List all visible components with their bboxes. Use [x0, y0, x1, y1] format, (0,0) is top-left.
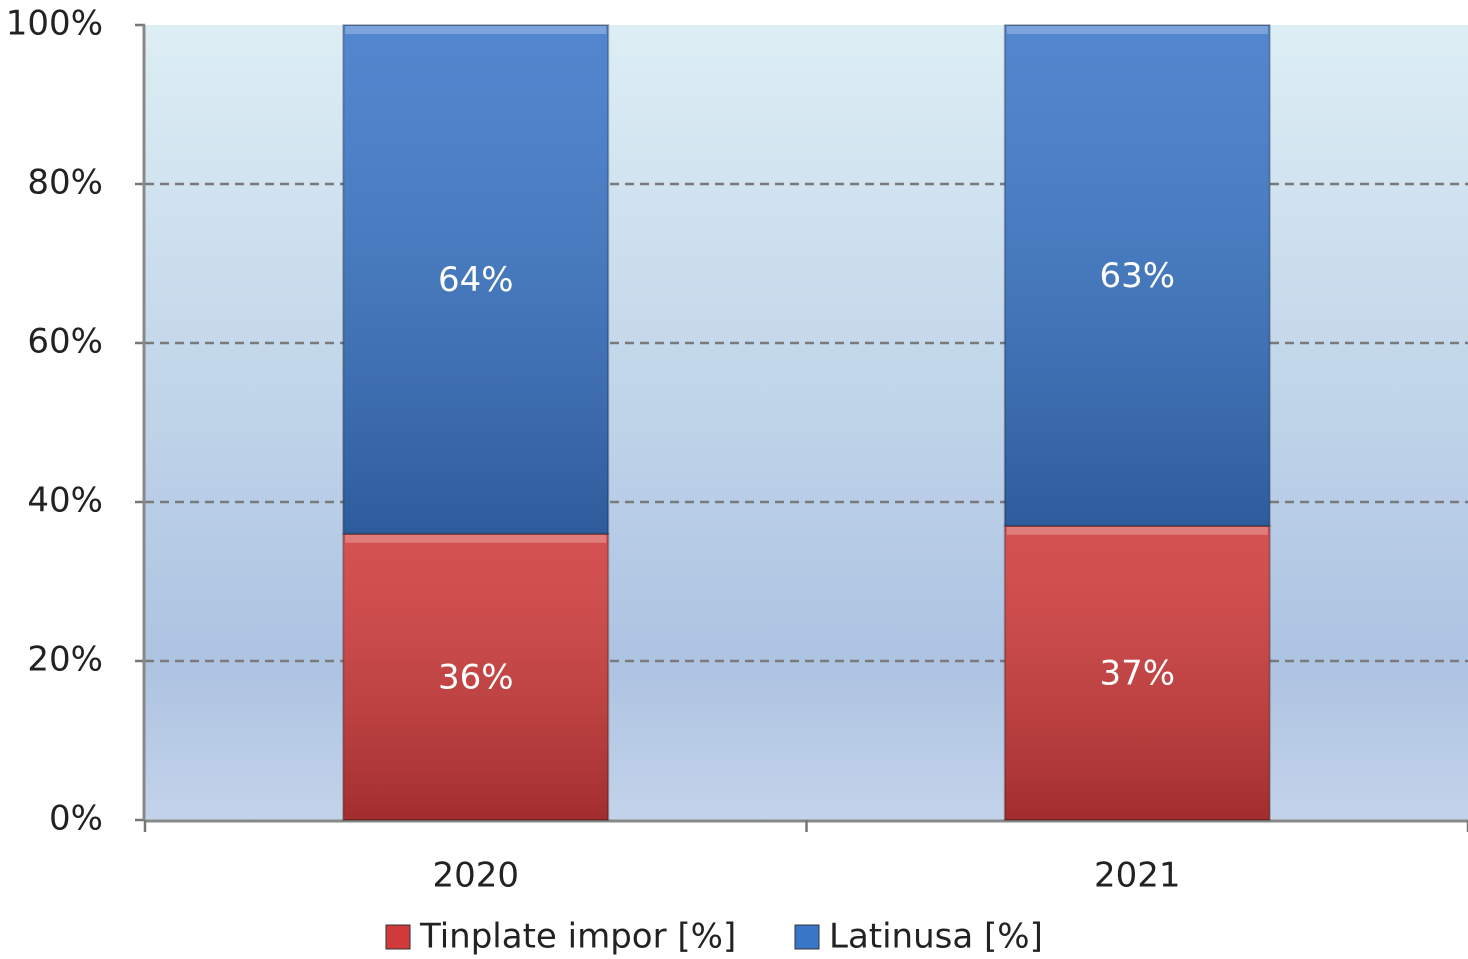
data-label: 36% — [438, 657, 514, 697]
data-label: 64% — [438, 260, 514, 300]
y-tick-label: 60% — [27, 322, 103, 362]
bar-shade — [342, 24, 610, 535]
bar-highlight — [1006, 526, 1268, 535]
legend-label: Tinplate impor [%] — [419, 917, 736, 957]
legend-swatch — [794, 924, 820, 950]
legend-label: Latinusa [%] — [829, 917, 1043, 957]
bar-shade — [342, 532, 610, 821]
bar-shade — [1003, 24, 1271, 527]
bar-highlight — [345, 534, 607, 543]
legend-swatch — [385, 924, 411, 950]
y-tick-label: 100% — [6, 4, 103, 44]
bar-highlight — [345, 26, 607, 34]
x-tick-label: 2020 — [432, 856, 519, 896]
data-label: 37% — [1099, 653, 1175, 693]
x-tick-label: 2021 — [1094, 856, 1181, 896]
bar-shade — [1003, 524, 1271, 821]
y-tick-label: 0% — [49, 799, 103, 839]
y-tick-label: 80% — [27, 163, 103, 203]
y-tick-label: 40% — [27, 481, 103, 521]
y-tick-label: 20% — [27, 640, 103, 680]
bar-highlight — [1006, 26, 1268, 34]
data-label: 63% — [1099, 256, 1175, 296]
